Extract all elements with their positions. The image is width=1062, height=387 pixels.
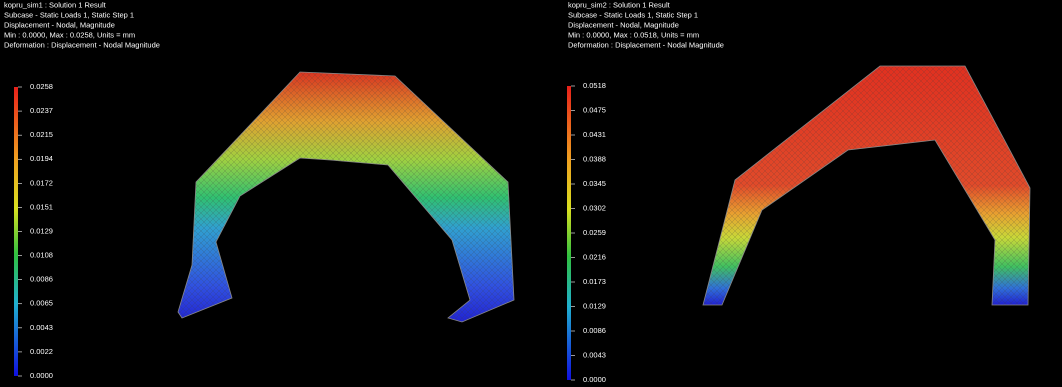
legend-label: 0.0000 [30, 371, 53, 380]
header-line: kopru_sim1 : Solution 1 Result [4, 1, 107, 10]
legend-label: 0.0108 [30, 251, 53, 260]
legend-label: 0.0043 [30, 323, 53, 332]
header-line: Subcase - Static Loads 1, Static Step 1 [568, 11, 698, 20]
header-line: Deformation : Displacement - Nodal Magni… [568, 41, 724, 50]
legend-label: 0.0302 [583, 203, 606, 212]
legend-label: 0.0000 [583, 375, 606, 384]
legend-label: 0.0043 [583, 350, 606, 359]
legend-label: 0.0216 [583, 252, 606, 261]
model-2 [703, 66, 1030, 305]
legend-label: 0.0022 [30, 347, 53, 356]
legend-label: 0.0518 [583, 81, 606, 90]
screenshot: kopru_sim1 : Solution 1 ResultSubcase - … [0, 0, 1062, 387]
legend-label: 0.0172 [30, 178, 53, 187]
legend-label: 0.0388 [583, 154, 606, 163]
legend-label: 0.0129 [583, 301, 606, 310]
legend-label: 0.0258 [30, 82, 53, 91]
legend-label: 0.0129 [30, 226, 53, 235]
legend-bar [14, 87, 18, 376]
legend-label: 0.0215 [30, 130, 53, 139]
header-line: Deformation : Displacement - Nodal Magni… [4, 41, 160, 50]
model-1 [178, 72, 514, 322]
legend-label: 0.0086 [583, 326, 606, 335]
legend-label: 0.0237 [30, 106, 53, 115]
header-line: kopru_sim2 : Solution 1 Result [568, 1, 671, 10]
legend-label: 0.0345 [583, 179, 606, 188]
legend-bar [567, 86, 571, 380]
legend-label: 0.0086 [30, 275, 53, 284]
legend-label: 0.0475 [583, 105, 606, 114]
header-line: Displacement - Nodal, Magnitude [568, 21, 679, 30]
header-line: Min : 0.0000, Max : 0.0518, Units = mm [568, 31, 699, 40]
header-line: Displacement - Nodal, Magnitude [4, 21, 115, 30]
legend-label: 0.0194 [30, 154, 53, 163]
legend-label: 0.0151 [30, 202, 53, 211]
legend-label: 0.0173 [583, 277, 606, 286]
header-line: Subcase - Static Loads 1, Static Step 1 [4, 11, 134, 20]
legend-label: 0.0431 [583, 130, 606, 139]
legend-label: 0.0065 [30, 299, 53, 308]
header-line: Min : 0.0000, Max : 0.0258, Units = mm [4, 31, 135, 40]
legend-label: 0.0259 [583, 228, 606, 237]
viewports: kopru_sim1 : Solution 1 ResultSubcase - … [0, 0, 1062, 387]
